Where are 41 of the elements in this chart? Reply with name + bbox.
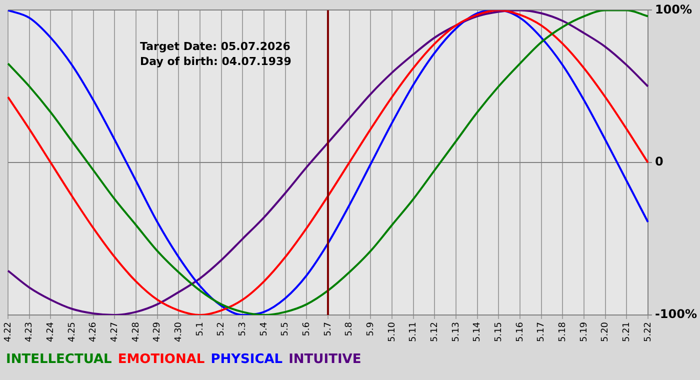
text: INTUITIVE: [288, 352, 362, 367]
x-tick-label: 4.28: [131, 322, 142, 342]
y-tick-label: 0: [654, 154, 664, 169]
x-tick-label: 5.17: [536, 322, 547, 342]
x-tick-label: 4.26: [88, 322, 99, 342]
text: PHYSICAL: [210, 352, 283, 367]
x-tick-label: 5.15: [494, 322, 504, 342]
x-tick-label: 4.23: [24, 322, 35, 342]
x-tick-label: 5.3: [238, 322, 248, 336]
x-tick-label: 5.4: [259, 322, 270, 336]
text: INTELLECTUAL: [6, 352, 112, 367]
x-tick-label: 5.20: [600, 322, 611, 342]
x-tick-label: 5.11: [408, 322, 419, 342]
x-tick-label: 4.25: [67, 322, 78, 342]
x-tick-label: 5.6: [302, 322, 312, 336]
x-tick-label: 5.5: [280, 322, 291, 336]
line-series: [7, 10, 649, 315]
text: EMOTIONAL: [118, 352, 205, 367]
x-tick-label: 5.9: [366, 322, 376, 336]
x-tick-label: 5.19: [579, 322, 590, 342]
x-tick-label: 5.16: [515, 322, 526, 342]
x-tick-label: 5.13: [451, 322, 462, 342]
x-tick-label: 4.30: [174, 322, 184, 342]
y-tick-label: -100%: [654, 307, 698, 322]
y-tick-label: 100%: [654, 2, 692, 16]
x-tick-label: 5.14: [472, 322, 483, 342]
x-tick-label: 5.10: [387, 322, 398, 342]
x-tick-label: 5.12: [430, 322, 440, 342]
x-tick-label: 5.21: [622, 322, 632, 342]
x-tick-label: 5.8: [344, 322, 355, 336]
x-tick-label: 5.22: [643, 322, 654, 342]
annotation: Day of birth: 04.07.1939: [140, 55, 292, 68]
x-tick-label: 4.22: [3, 322, 14, 342]
x-tick-label: 4.27: [110, 322, 120, 342]
x-tick-label: 4.29: [152, 322, 163, 342]
x-tick-label: 5.7: [323, 322, 334, 336]
annotation: Target Date: 05.07.2026: [140, 40, 291, 54]
x-tick-label: 5.18: [558, 322, 568, 342]
x-tick-label: 5.1: [195, 322, 206, 336]
x-tick-label: 4.24: [46, 322, 56, 342]
x-tick-label: 5.2: [216, 322, 227, 336]
